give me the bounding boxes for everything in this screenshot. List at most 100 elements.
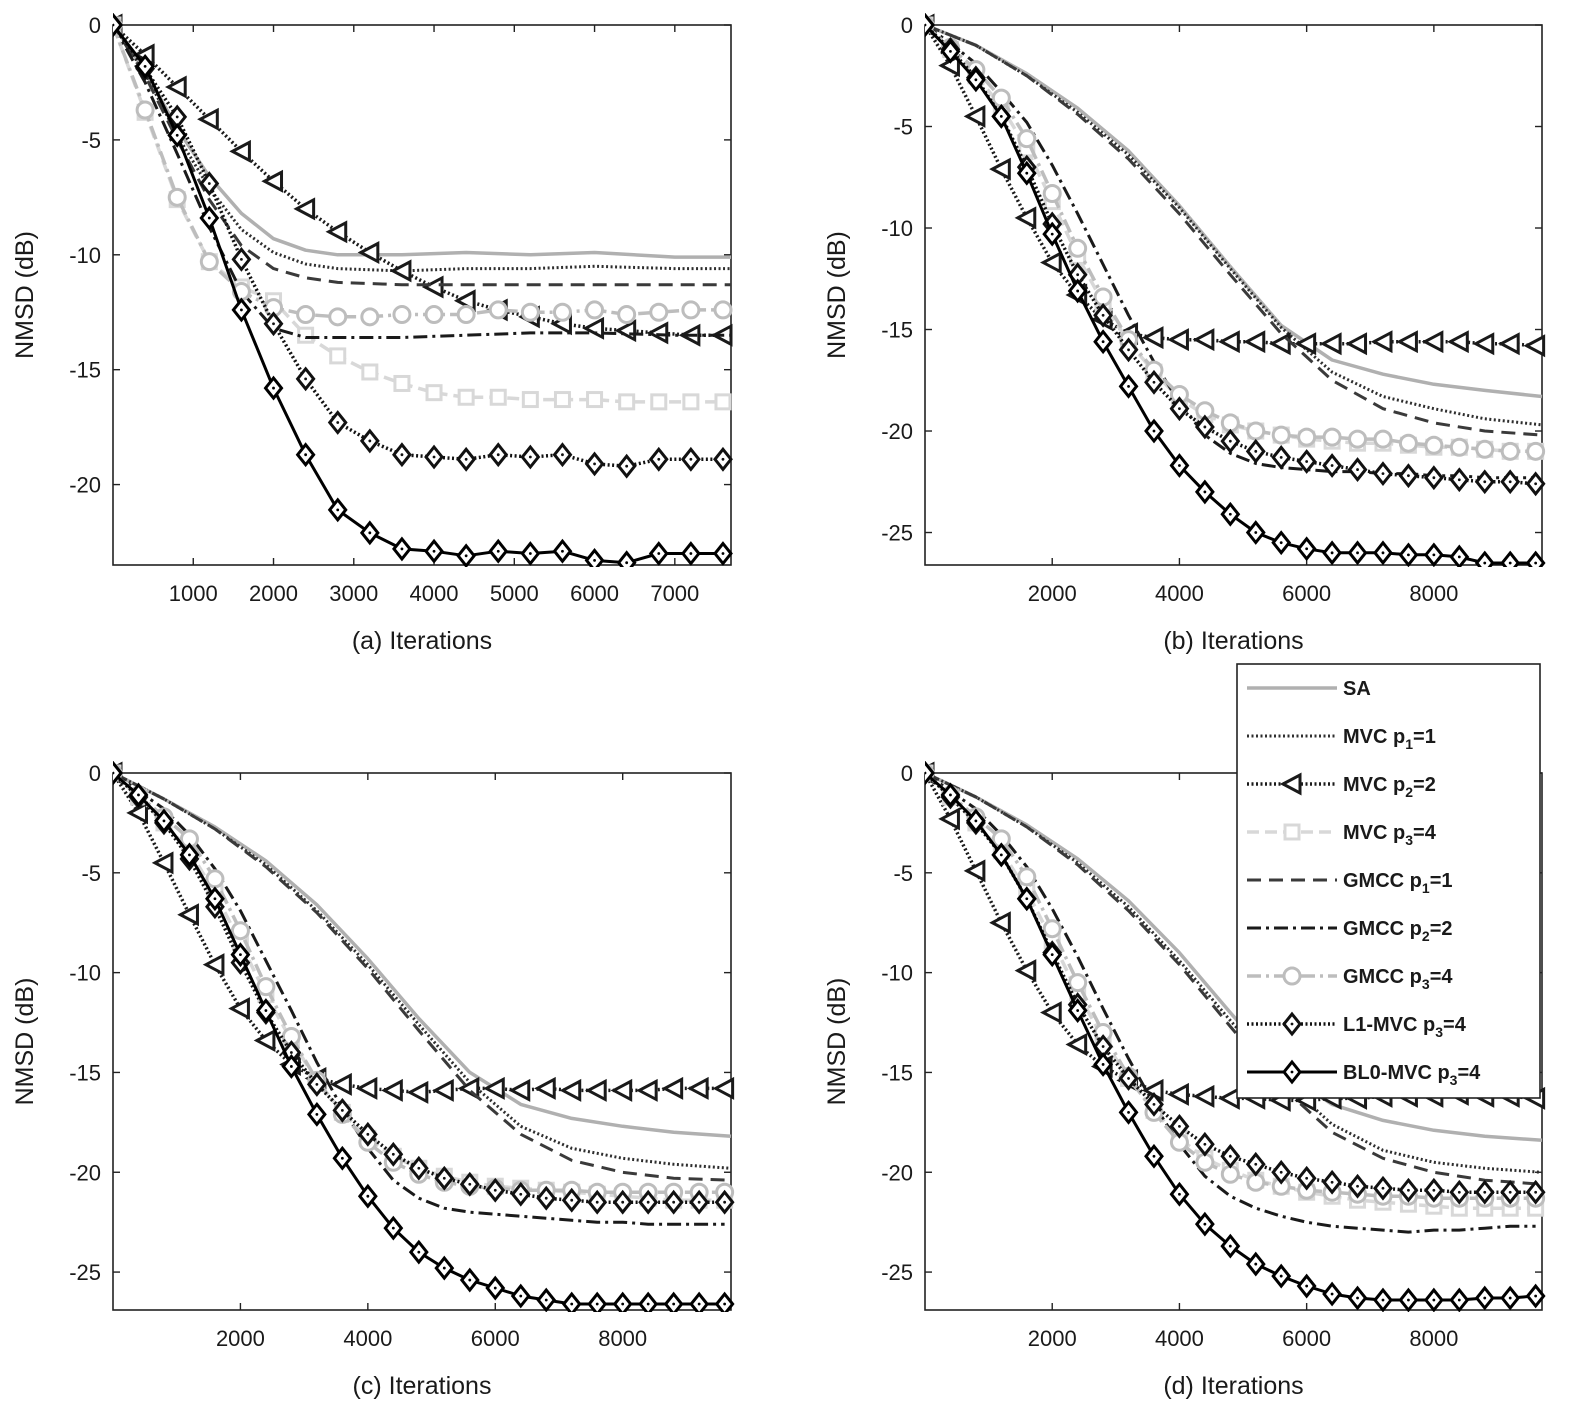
panel-b-point-GMCC3	[1093, 287, 1113, 307]
panel-d-point-MVC2	[1040, 1001, 1062, 1025]
panel-b-point-BL0MVC	[1500, 550, 1521, 567]
panel-d-point-MVC2	[1192, 1084, 1215, 1108]
panel-b-point-L1MVC-center	[1305, 460, 1309, 463]
panel-b-point-L1MVC-center	[1534, 482, 1538, 486]
panel-a-point-GMCC3	[649, 302, 669, 322]
panel-d-ytick-label: -10	[881, 961, 913, 986]
panel-a-point-L1MVC-center	[336, 421, 340, 424]
panel-a-xtick-label: 3000	[329, 581, 378, 606]
legend-entry-BL0MVC: BL0-MVC p3=4	[1247, 1059, 1481, 1088]
legend-entry-MVC1: MVC p1=1	[1247, 726, 1436, 752]
panel-d-point-L1MVC-center	[1178, 1124, 1181, 1128]
panel-c-point-MVC2	[483, 1076, 505, 1100]
panel-b-point-L1MVC-center	[1381, 472, 1385, 476]
legend-label-subscript: 3	[1422, 976, 1430, 992]
panel-b-point-GMCC3	[991, 88, 1011, 108]
panel-c-point-BL0MVC-center	[137, 793, 140, 797]
panel-a-point-L1MVC-center	[721, 457, 725, 461]
panel-c-point-BL0MVC-center	[723, 1302, 727, 1306]
panel-d-point-BL0MVC-center	[1330, 1292, 1334, 1296]
panel-c-point-BL0MVC-center	[544, 1298, 548, 1302]
panel-a-point-BL0MVC-center	[689, 552, 693, 555]
panel-c-point-BL0MVC-center	[162, 819, 166, 823]
panel-d-line-SA	[925, 771, 1543, 1143]
legend-entry-GMCC1: GMCC p1=1	[1247, 870, 1453, 896]
legend-label-subscript: 1	[1422, 880, 1430, 896]
panel-b-xtick-label: 8000	[1409, 581, 1458, 606]
panel-a-point-MVC2	[261, 169, 284, 193]
panel-c-point-L1MVC-center	[493, 1188, 497, 1192]
panel-a-point-BL0MVC-center	[240, 308, 243, 312]
panel-a-point-MVC3	[553, 391, 571, 409]
panel-c-point-BL0MVC-center	[468, 1278, 472, 1282]
panel-d-point-BL0MVC-center	[1101, 1063, 1105, 1066]
panel-c-ytick-label: 0	[89, 761, 101, 786]
panel-c-point-BL0MVC-center	[442, 1266, 446, 1270]
panel-a-point-L1MVC-center	[496, 453, 500, 457]
panel-d-point-GMCC3	[1017, 867, 1037, 887]
panel-b-point-GMCC3	[1220, 413, 1240, 433]
panel-a-point-L1MVC-center	[432, 455, 436, 459]
panel-a-point-MVC3	[457, 388, 475, 406]
panel-d-point-L1MVC-center	[1432, 1188, 1436, 1192]
panel-c-point-L1MVC-center	[289, 1051, 293, 1054]
panel-b-ytick-label: 0	[901, 13, 913, 38]
panel-b-point-BL0MVC-center	[1457, 555, 1461, 559]
panel-a-point-BL0MVC	[113, 13, 123, 38]
legend-marker-L1MVC-center	[1290, 1022, 1294, 1026]
panel-c-point-BL0MVC-center	[697, 1302, 701, 1306]
panel-b-xlabel: (b) Iterations	[1163, 627, 1303, 655]
legend-entry-SA: SA	[1247, 678, 1371, 700]
panel-c-point-MVC2	[661, 1076, 684, 1100]
panel-b-point-L1MVC-center	[1152, 380, 1156, 384]
panel-d-point-MVC2	[938, 807, 960, 831]
panel-b-point-GMCC3	[1373, 429, 1393, 449]
panel-b-point-GMCC3	[1526, 441, 1546, 461]
panel-a-point-MVC2	[293, 197, 316, 221]
panel-c-point-L1MVC-center	[417, 1166, 421, 1170]
panel-b-xtick-label: 2000	[1028, 581, 1077, 606]
panel-d-point-L1MVC-center	[1305, 1176, 1309, 1180]
panel-c: 2000 4000 6000 8000 0 -5 -10 -15 -20 -25 (c) Itera…	[11, 761, 735, 1400]
panel-b-point-BL0MVC-center	[1101, 340, 1105, 344]
panel-b-point-L1MVC-center	[1178, 407, 1181, 411]
panel-c-point-GMCC3	[256, 977, 276, 997]
panel-a-point-L1MVC-center	[625, 464, 629, 468]
panel-a-point-BL0MVC-center	[272, 386, 275, 390]
panel-d-ytick-label: -25	[881, 1260, 913, 1285]
panel-d-point-BL0MVC-center	[1407, 1298, 1410, 1302]
panel-c-point-MVC2	[177, 903, 199, 927]
legend-label-subscript: 3	[1450, 1072, 1458, 1088]
panel-a-point-MVC2	[165, 75, 187, 99]
panel-c-ylabel: NMSD (dB)	[11, 978, 39, 1106]
legend-label-subscript: 3	[1435, 1024, 1443, 1040]
panel-a-point-L1MVC-center	[272, 322, 275, 326]
panel-a-ytick-label: -20	[69, 473, 101, 498]
panel-b-frame	[924, 24, 1543, 566]
panel-b-point-BL0MVC-center	[999, 114, 1003, 118]
panel-b-point-BL0MVC-center	[1534, 561, 1538, 565]
chart-panels: 1000 2000 3000 4000 5000 6000 70000-5-10-15-20…	[11, 13, 1546, 1400]
panel-b-point-BL0MVC-center	[1228, 512, 1232, 516]
panel-b-series-group	[925, 13, 1546, 567]
panel-c-point-MVC2	[635, 1078, 658, 1102]
panel-c-point-BL0MVC-center	[570, 1302, 574, 1306]
panel-b-point-MVC2	[1319, 332, 1342, 356]
panel-b-point-GMCC3	[1500, 441, 1520, 461]
panel-c-xtick-label: 6000	[471, 1326, 520, 1351]
panel-a-point-BL0MVC-center	[625, 561, 629, 565]
panel-c-point-BL0MVC-center	[646, 1302, 650, 1306]
legend-label-MVC3: MVC p3=4	[1343, 822, 1437, 848]
panel-a-point-GMCC3	[520, 302, 540, 322]
panel-b-point-GMCC3	[1042, 183, 1062, 203]
panel-a-point-MVC2	[325, 220, 348, 244]
legend-label-value: =2	[1413, 774, 1436, 796]
legend-label-GMCC1: GMCC p1=1	[1343, 870, 1453, 896]
panel-c-point-MVC2	[432, 1078, 454, 1102]
panel-c-point-BL0MVC-center	[340, 1156, 344, 1160]
panel-d-point-L1MVC-center	[1508, 1190, 1512, 1194]
panel-a-xtick-label: 5000	[490, 581, 539, 606]
panel-d-point-MVC2	[989, 911, 1011, 935]
panel-a-point-MVC3	[425, 384, 443, 402]
